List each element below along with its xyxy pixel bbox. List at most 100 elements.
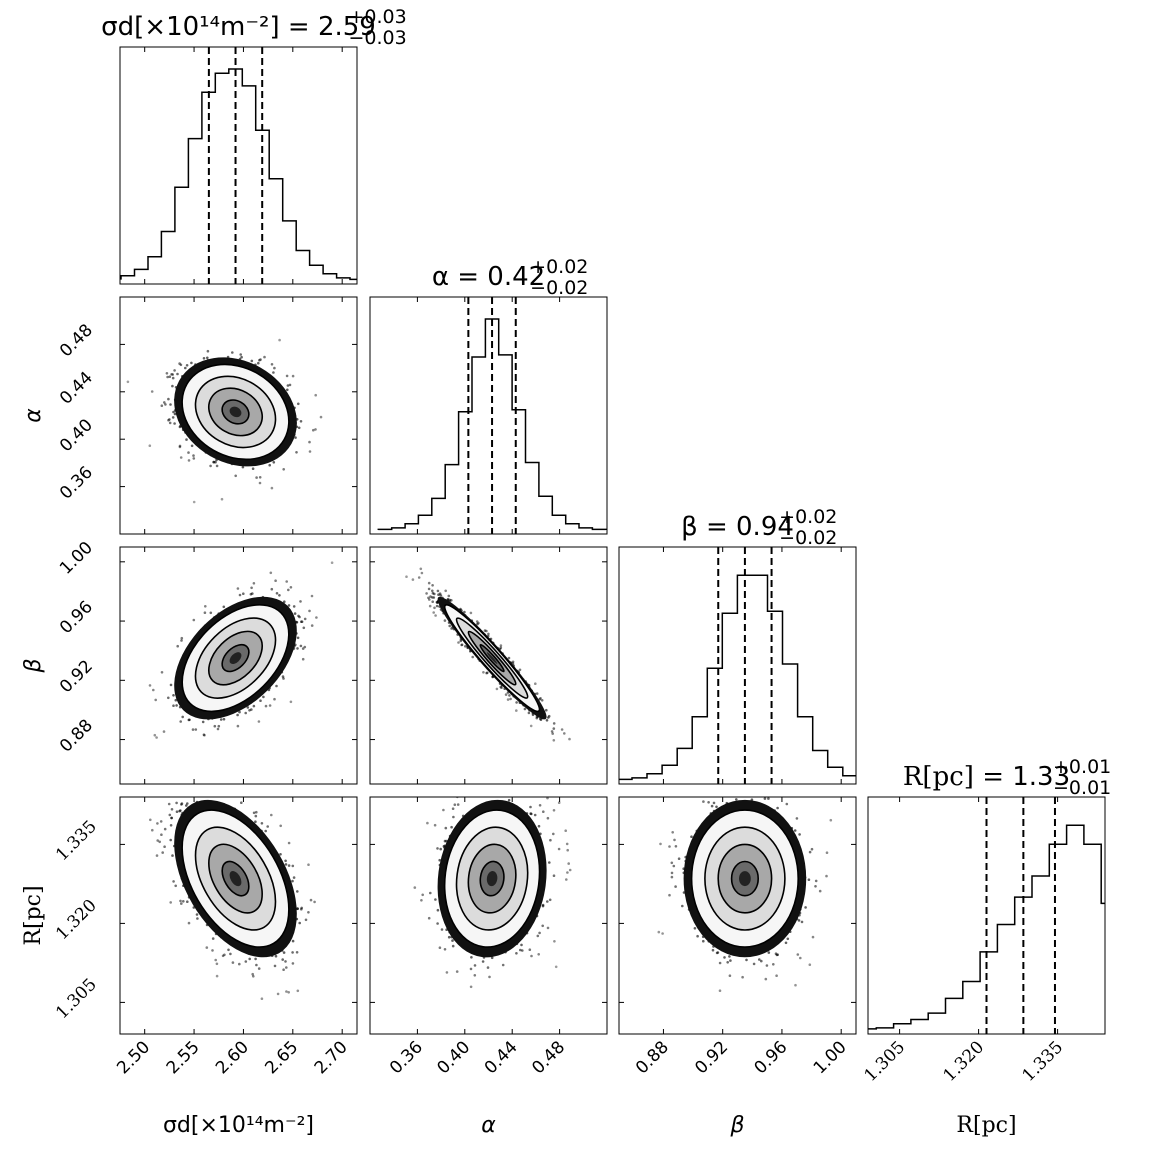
sample-point xyxy=(242,592,245,595)
density-level xyxy=(229,871,242,887)
sample-point xyxy=(814,879,818,883)
sample-point xyxy=(240,355,243,359)
sample-point xyxy=(187,459,191,462)
sample-point xyxy=(557,801,561,804)
sample-point xyxy=(520,943,523,947)
sample-point xyxy=(431,584,434,587)
sample-point xyxy=(444,589,448,593)
contour-line xyxy=(467,630,517,686)
sample-point xyxy=(726,961,729,964)
sample-point xyxy=(807,878,811,881)
x-tick-label: 2.50 xyxy=(113,1037,154,1078)
title-minus: −0.01 xyxy=(1053,777,1111,799)
sample-point xyxy=(287,841,291,845)
sample-point xyxy=(674,885,677,888)
sample-point xyxy=(308,450,312,453)
sample-point xyxy=(192,454,195,457)
sample-point xyxy=(713,746,716,749)
sample-point xyxy=(764,977,768,981)
sample-point xyxy=(438,946,442,949)
sample-point xyxy=(741,975,744,979)
sample-point xyxy=(166,375,169,379)
sample-point xyxy=(419,567,423,571)
sample-point xyxy=(295,951,299,954)
sample-point xyxy=(456,803,460,806)
y-tick-label: 0.88 xyxy=(56,716,97,757)
sample-point xyxy=(165,372,169,375)
title-label: β = xyxy=(681,512,736,542)
sample-point xyxy=(431,600,435,603)
sample-point xyxy=(202,733,206,736)
sample-point xyxy=(215,974,219,978)
contour-line xyxy=(704,826,786,931)
sample-point xyxy=(519,948,522,952)
sample-point xyxy=(179,720,182,723)
sample-point xyxy=(244,711,247,715)
sample-point xyxy=(459,639,463,643)
sample-point xyxy=(185,804,188,807)
sample-point xyxy=(259,358,262,361)
sample-point xyxy=(313,900,316,904)
sample-point xyxy=(191,728,195,731)
x-axis-label-beta: β xyxy=(729,1113,744,1138)
sample-point xyxy=(203,611,207,614)
sample-point xyxy=(211,949,214,952)
sample-point xyxy=(657,930,661,934)
panel-frame xyxy=(618,546,857,785)
sample-point xyxy=(179,363,183,367)
panel-alpha-vs-sigma_d xyxy=(119,296,358,535)
sample-point xyxy=(239,353,242,356)
sample-point xyxy=(541,924,544,928)
sample-point xyxy=(298,921,302,925)
sample-point xyxy=(451,944,455,948)
sample-point xyxy=(206,356,209,360)
sample-point xyxy=(186,900,189,903)
sample-point xyxy=(171,854,174,857)
sample-point xyxy=(161,851,164,854)
sample-point xyxy=(195,788,198,791)
sample-point xyxy=(552,809,556,812)
sample-point xyxy=(438,592,442,595)
sample-point xyxy=(264,704,268,708)
title-plus: +0.02 xyxy=(530,256,588,278)
sample-point xyxy=(304,918,308,922)
title-plus: +0.01 xyxy=(1053,756,1111,778)
sample-point xyxy=(818,793,821,796)
sample-point xyxy=(185,438,188,441)
sample-point xyxy=(764,793,767,796)
sample-point xyxy=(445,971,449,974)
sample-point xyxy=(174,884,177,888)
panel-content xyxy=(657,746,833,992)
sample-point xyxy=(291,962,295,965)
sample-point xyxy=(216,727,220,731)
sample-point xyxy=(793,829,797,832)
sample-point xyxy=(711,948,715,952)
sample-point xyxy=(260,822,264,825)
sample-point xyxy=(282,468,286,471)
x-tick-label: 1.320 xyxy=(940,1037,989,1086)
sample-point xyxy=(300,620,303,623)
sample-point xyxy=(291,374,295,378)
sample-point xyxy=(173,422,176,425)
sample-point xyxy=(190,444,194,448)
sample-point xyxy=(471,779,474,782)
x-tick-label: 2.70 xyxy=(311,1037,352,1078)
sample-point xyxy=(491,789,494,792)
contour-line xyxy=(181,603,290,713)
sample-point xyxy=(451,939,454,942)
sample-point xyxy=(282,968,285,971)
sample-point xyxy=(209,611,213,615)
sample-point xyxy=(155,854,159,857)
sample-point xyxy=(507,656,511,660)
sample-point xyxy=(668,893,671,897)
contour-line xyxy=(221,643,250,673)
contour-line xyxy=(221,399,250,425)
sample-point xyxy=(291,879,294,883)
sample-point xyxy=(314,393,318,397)
panel-content xyxy=(413,779,572,989)
sample-point xyxy=(501,963,505,967)
sample-point xyxy=(552,739,556,742)
sample-point xyxy=(241,465,245,469)
sample-point xyxy=(168,375,172,379)
sample-point xyxy=(285,990,288,993)
